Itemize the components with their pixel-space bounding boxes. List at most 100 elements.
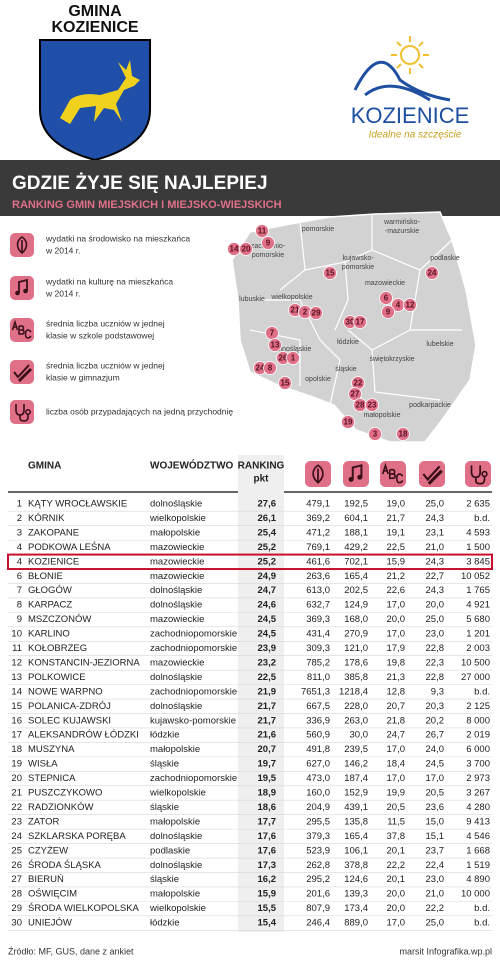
legend-text: klasie w szkole podstawowej xyxy=(46,330,154,340)
legend-icon xyxy=(10,318,34,342)
voivodeship: zachodniopomorskie xyxy=(150,643,237,654)
indicator-value: 22,4 xyxy=(426,860,445,871)
indicator-value: 25,0 xyxy=(426,614,445,625)
indicator-value: 309,3 xyxy=(306,643,330,654)
municipality: OŚWIĘCIM xyxy=(28,888,77,900)
map-pin xyxy=(261,236,275,250)
indicator-value: 187,4 xyxy=(344,773,368,784)
indicator-value: 20,3 xyxy=(426,701,445,712)
indicator-value: 152,9 xyxy=(344,788,368,799)
map-pin xyxy=(255,224,269,238)
ranking-points: 15,4 xyxy=(258,918,277,929)
title: GDZIE ŻYJE SIĘ NAJLEPIEJ xyxy=(12,173,268,194)
indicator-value: 202,5 xyxy=(344,585,368,596)
indicator-value: 10 000 xyxy=(461,889,490,900)
indicator-value: 667,5 xyxy=(306,701,330,712)
map-region-label: pomorskie xyxy=(342,264,374,271)
municipality: ZAKOPANE xyxy=(28,527,79,538)
municipality: NOWE WARPNO xyxy=(28,686,103,697)
municipality: POLANICA-ZDRÓJ xyxy=(28,701,111,712)
map-pin xyxy=(368,427,382,441)
map-pin-label: 2 xyxy=(303,308,308,317)
indicator-value: 146,2 xyxy=(344,759,368,770)
indicator-value: 23,6 xyxy=(426,802,445,813)
map-pin-label: 24 xyxy=(428,269,437,278)
indicator-value: 30,0 xyxy=(350,730,369,741)
indicator-value: 23,7 xyxy=(426,845,445,856)
voivodeship: mazowieckie xyxy=(150,542,204,553)
map-pin xyxy=(403,298,417,312)
indicator-value: 1 519 xyxy=(466,860,490,871)
indicator-value: 21,0 xyxy=(426,889,445,900)
ranking-points: 17,6 xyxy=(258,831,277,842)
indicator-value: 431,4 xyxy=(306,629,330,640)
rank-number: 26 xyxy=(11,860,22,871)
voivodeship: łódzkie xyxy=(150,730,180,741)
column-icon xyxy=(419,461,445,487)
indicator-value: 785,2 xyxy=(306,657,330,668)
voivodeship: zachodniopomorskie xyxy=(150,686,237,697)
indicator-value: 369,3 xyxy=(306,614,330,625)
indicator-value: 702,1 xyxy=(344,556,368,567)
municipality: PODKOWA LEŚNA xyxy=(28,541,111,553)
indicator-value: 479,1 xyxy=(306,499,330,510)
ranking-points: 19,5 xyxy=(258,773,277,784)
indicator-value: 165,4 xyxy=(344,571,368,582)
map-pin-label: 29 xyxy=(312,309,321,318)
indicator-value: 1 201 xyxy=(466,629,490,640)
voivodeship: mazowieckie xyxy=(150,614,204,625)
indicator-value: 9 413 xyxy=(466,816,490,827)
map-pin-label: 24 xyxy=(256,364,265,373)
map-pin xyxy=(309,306,323,320)
indicator-value: 25,0 xyxy=(426,499,445,510)
voivodeship: mazowieckie xyxy=(150,556,204,567)
indicator-value: 24,3 xyxy=(426,556,445,567)
indicator-value: 204,9 xyxy=(306,802,330,813)
indicator-value: 1 765 xyxy=(466,585,490,596)
ranking-points: 17,6 xyxy=(258,845,277,856)
indicator-value: 173,4 xyxy=(344,903,368,914)
map-pin xyxy=(323,266,337,280)
municipality: POLKOWICE xyxy=(28,672,86,683)
indicator-value: 17,0 xyxy=(387,629,406,640)
indicator-value: 2 125 xyxy=(466,701,490,712)
legend-text: wydatki na środowisko na mieszkańca xyxy=(45,233,190,243)
indicator-value: 889,0 xyxy=(344,918,368,929)
municipality: KARLINO xyxy=(28,629,70,640)
indicator-value: 1 668 xyxy=(466,845,490,856)
map-pin xyxy=(381,305,395,319)
voivodeship: dolnośląskie xyxy=(150,600,202,611)
indicator-value: b.d. xyxy=(474,903,490,914)
rank-number: 6 xyxy=(17,571,22,582)
map-pin-label: 7 xyxy=(270,329,275,338)
municipality: KÓRNIK xyxy=(28,513,65,524)
ranking-points: 26,1 xyxy=(258,513,277,524)
logo-tagline: Idealne na szczęście xyxy=(369,130,462,141)
map-pin-label: 15 xyxy=(326,269,335,278)
ranking-points: 24,6 xyxy=(258,600,277,611)
map-pin xyxy=(379,291,393,305)
indicator-value: 22,2 xyxy=(387,860,406,871)
ranking-points: 22,5 xyxy=(258,672,277,683)
voivodeship: małopolskie xyxy=(150,889,200,900)
column-header: RANKING xyxy=(238,461,285,472)
rank-number: 7 xyxy=(17,585,22,596)
indicator-value: 201,6 xyxy=(306,889,330,900)
municipality: WISŁA xyxy=(28,759,58,770)
map-region-label: dolnośląskie xyxy=(273,346,312,353)
voivodeship: dolnośląskie xyxy=(150,701,202,712)
municipality: ALEKSANDRÓW ŁÓDZKI xyxy=(28,730,139,741)
indicator-value: 491,8 xyxy=(306,744,330,755)
municipality: UNIEJÓW xyxy=(28,918,72,929)
rank-number: 11 xyxy=(12,643,22,654)
map-pin-label: 3 xyxy=(373,430,378,439)
rank-number: 3 xyxy=(17,527,22,538)
indicator-value: 21,8 xyxy=(387,715,406,726)
indicator-value: 21,2 xyxy=(387,571,406,582)
indicator-value: 632,7 xyxy=(306,600,330,611)
rank-number: 14 xyxy=(11,686,22,697)
rank-number: 18 xyxy=(11,744,22,755)
ranking-points: 21,7 xyxy=(258,701,277,712)
indicator-value: 4 593 xyxy=(466,527,490,538)
indicator-value: 2 003 xyxy=(466,643,490,654)
